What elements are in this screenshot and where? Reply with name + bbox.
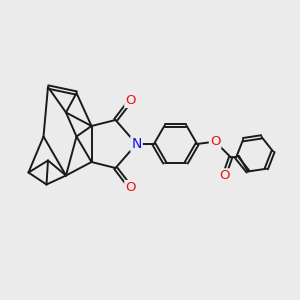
Text: O: O [125,94,136,107]
Text: N: N [131,137,142,151]
Text: O: O [210,135,220,148]
Text: O: O [125,181,136,194]
Text: O: O [219,169,230,182]
